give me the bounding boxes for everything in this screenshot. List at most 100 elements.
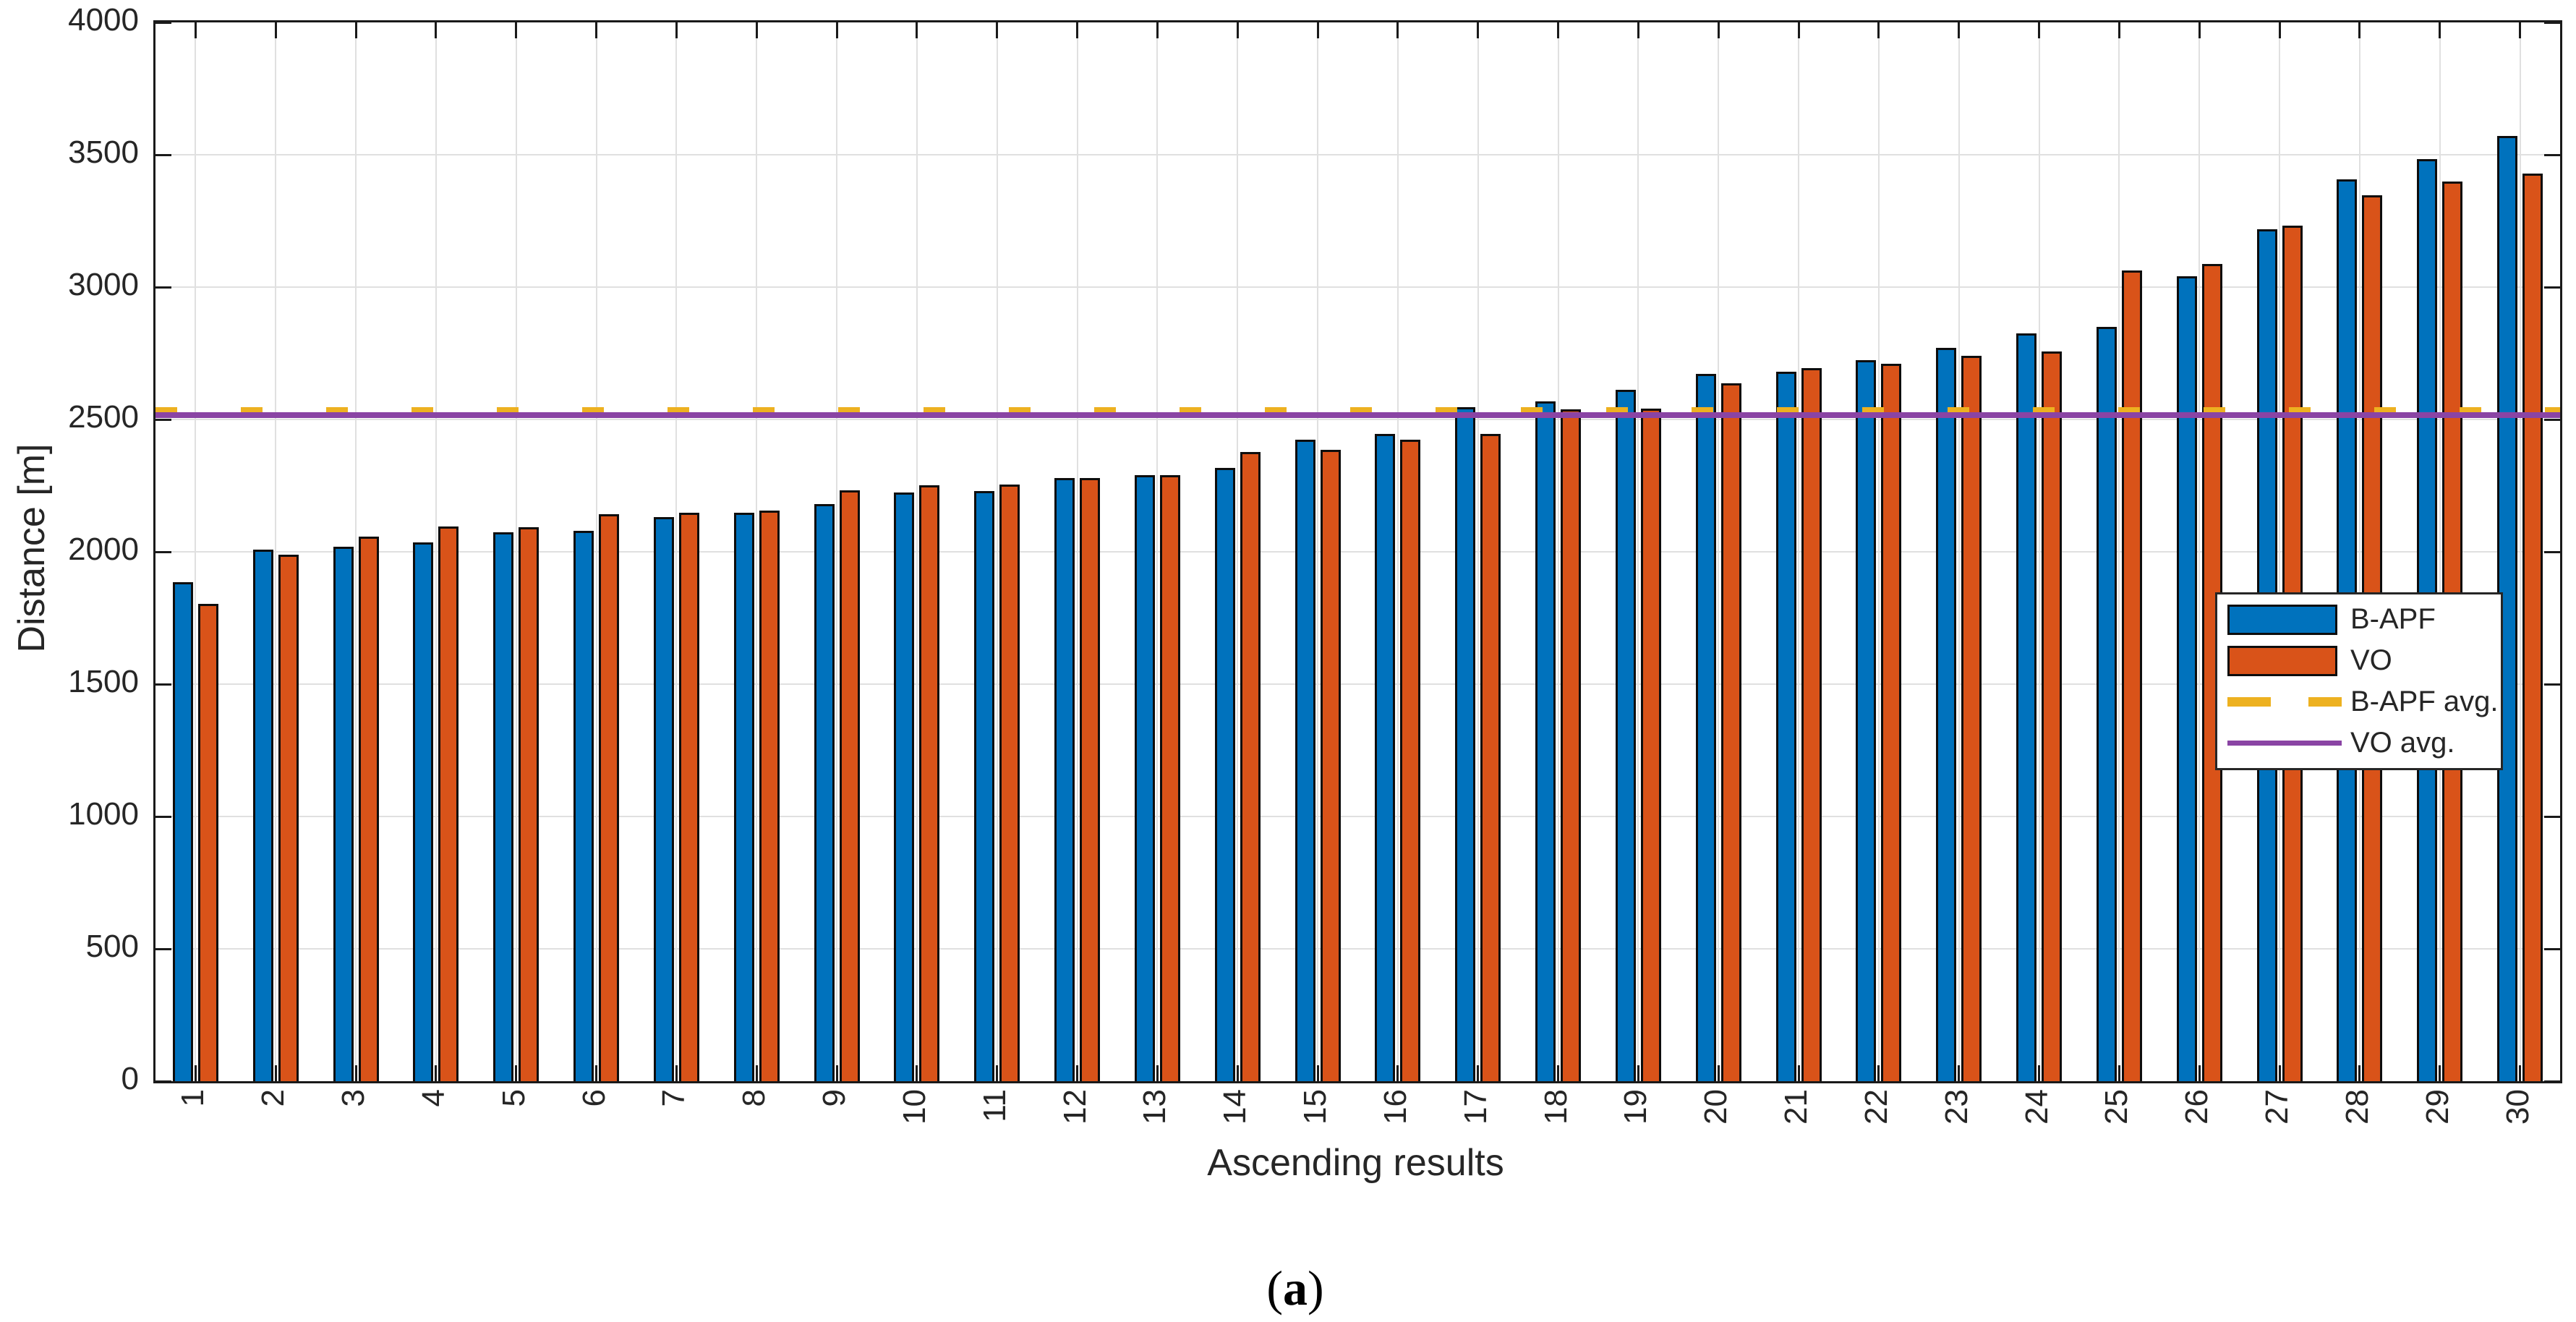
x-gridline xyxy=(2038,22,2040,1081)
x-tick xyxy=(354,22,357,38)
x-tick xyxy=(2358,1065,2361,1081)
bar-b-apf-16 xyxy=(1375,434,1396,1081)
legend-swatch-vo-avg- xyxy=(2227,741,2342,746)
y-tick xyxy=(2544,815,2560,818)
x-tick-label: 11 xyxy=(977,1089,1012,1122)
x-axis-label: Ascending results xyxy=(1207,1142,1504,1184)
x-tick xyxy=(595,22,598,38)
x-gridline xyxy=(275,22,277,1081)
x-tick xyxy=(1958,22,1961,38)
x-tick xyxy=(354,1065,357,1081)
x-tick-label-text: 13 xyxy=(1137,1089,1173,1125)
bar-b-apf-15 xyxy=(1295,440,1315,1081)
x-gridline xyxy=(2439,22,2441,1081)
x-tick xyxy=(2198,1065,2201,1081)
x-tick xyxy=(835,1065,838,1081)
x-tick xyxy=(2278,1065,2281,1081)
x-gridline xyxy=(1798,22,1800,1081)
x-tick-label: 18 xyxy=(1538,1089,1576,1125)
x-tick xyxy=(1637,1065,1639,1081)
legend-swatch-b-apf-avg- xyxy=(2227,697,2342,707)
x-tick xyxy=(916,1065,918,1081)
x-tick xyxy=(2117,22,2120,38)
legend-label: VO avg. xyxy=(2350,727,2455,759)
x-gridline xyxy=(195,22,197,1081)
x-tick xyxy=(916,22,918,38)
x-tick-label-text: 1 xyxy=(175,1089,211,1107)
legend-item-b-apf-avg-: B-APF avg. xyxy=(2217,683,2501,721)
x-tick-label: 22 xyxy=(1859,1089,1896,1125)
figure-caption: (a) xyxy=(1266,1260,1323,1317)
bar-b-apf-23 xyxy=(1936,347,1957,1081)
x-gridline xyxy=(1477,22,1479,1081)
x-tick-label-text: 24 xyxy=(2018,1089,2055,1125)
x-tick-label-text: 9 xyxy=(816,1089,853,1107)
bar-b-apf-20 xyxy=(1695,374,1716,1081)
x-tick-label-text: 12 xyxy=(1057,1089,1093,1125)
x-tick-label: 7 xyxy=(656,1089,691,1121)
x-tick xyxy=(2439,1065,2441,1081)
bar-b-apf-11 xyxy=(974,490,995,1081)
bar-b-apf-7 xyxy=(653,516,674,1081)
bar-b-apf-18 xyxy=(1535,401,1556,1081)
x-tick xyxy=(2439,22,2441,38)
x-tick xyxy=(996,1065,999,1081)
x-tick xyxy=(515,1065,518,1081)
x-tick-label: 23 xyxy=(1939,1089,1976,1125)
x-tick-label: 2 xyxy=(255,1089,291,1121)
x-gridline xyxy=(1637,22,1639,1081)
x-tick xyxy=(675,1065,678,1081)
bar-vo-21 xyxy=(1801,367,1822,1081)
bar-vo-6 xyxy=(599,513,620,1081)
x-gridline xyxy=(595,22,597,1081)
y-gridline xyxy=(155,551,2560,553)
legend-swatch-b-apf xyxy=(2227,604,2342,635)
bar-b-apf-4 xyxy=(413,542,434,1081)
x-tick xyxy=(996,22,999,38)
x-tick xyxy=(1076,22,1079,38)
bar-vo-30 xyxy=(2522,174,2543,1081)
x-tick xyxy=(1156,22,1159,38)
bar-b-apf-10 xyxy=(894,492,915,1081)
x-tick-label: 12 xyxy=(1057,1089,1095,1125)
x-tick xyxy=(1797,1065,1800,1081)
bar-vo-17 xyxy=(1480,433,1501,1081)
x-tick-label: 25 xyxy=(2099,1089,2136,1125)
bar-b-apf-25 xyxy=(2096,326,2117,1081)
x-tick-label: 26 xyxy=(2179,1089,2217,1125)
y-tick-label: 2500 xyxy=(68,399,139,435)
x-tick xyxy=(2117,1065,2120,1081)
y-gridline xyxy=(155,683,2560,685)
y-tick xyxy=(2544,947,2560,950)
plot-area xyxy=(153,20,2562,1083)
y-tick xyxy=(155,418,171,421)
y-tick xyxy=(155,947,171,950)
x-tick xyxy=(1877,22,1880,38)
x-tick xyxy=(435,1065,438,1081)
bar-vo-1 xyxy=(197,603,218,1081)
bar-vo-11 xyxy=(999,484,1020,1081)
x-tick-label-text: 15 xyxy=(1297,1089,1334,1125)
y-tick xyxy=(2544,21,2560,24)
x-tick xyxy=(2519,1065,2522,1081)
x-tick-label-text: 17 xyxy=(1457,1089,1493,1125)
x-tick xyxy=(755,22,758,38)
x-gridline xyxy=(515,22,517,1081)
y-tick xyxy=(2544,1080,2560,1083)
x-tick-label: 30 xyxy=(2500,1089,2538,1125)
bar-b-apf-17 xyxy=(1455,406,1476,1081)
bar-b-apf-2 xyxy=(252,549,273,1081)
x-tick xyxy=(1717,1065,1720,1081)
x-tick xyxy=(194,1065,197,1081)
y-tick xyxy=(2544,418,2560,421)
x-tick xyxy=(2038,22,2041,38)
x-tick xyxy=(194,22,197,38)
y-tick xyxy=(155,683,171,686)
legend-item-vo: VO xyxy=(2217,642,2501,680)
bar-vo-9 xyxy=(839,490,860,1081)
x-tick-label-text: 29 xyxy=(2419,1089,2455,1125)
x-tick-label-text: 8 xyxy=(736,1089,772,1107)
x-gridline xyxy=(756,22,758,1081)
bar-vo-24 xyxy=(2042,351,2063,1081)
